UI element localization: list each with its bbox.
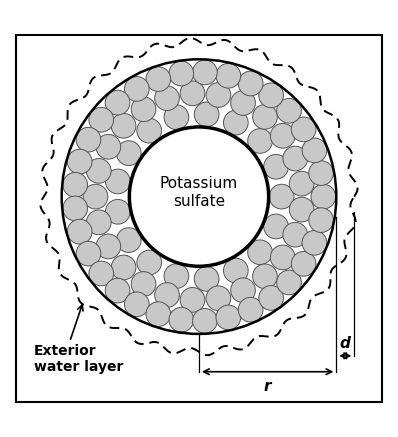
Circle shape xyxy=(129,127,269,266)
Circle shape xyxy=(137,118,162,143)
Circle shape xyxy=(137,250,162,275)
Circle shape xyxy=(83,184,108,209)
Circle shape xyxy=(194,102,219,127)
Circle shape xyxy=(216,305,241,330)
Circle shape xyxy=(86,159,111,183)
Text: r: r xyxy=(264,379,271,394)
Circle shape xyxy=(309,208,334,232)
Circle shape xyxy=(259,285,283,310)
Circle shape xyxy=(169,307,194,332)
Circle shape xyxy=(216,63,241,88)
Circle shape xyxy=(270,123,295,148)
Circle shape xyxy=(96,234,121,259)
Circle shape xyxy=(105,169,130,194)
Circle shape xyxy=(302,230,327,255)
Circle shape xyxy=(283,222,308,247)
Circle shape xyxy=(67,149,92,174)
Circle shape xyxy=(76,127,101,152)
Circle shape xyxy=(253,104,277,129)
Circle shape xyxy=(206,286,231,311)
Circle shape xyxy=(86,210,111,235)
Circle shape xyxy=(238,298,263,322)
Circle shape xyxy=(131,97,156,121)
Circle shape xyxy=(289,171,314,196)
Circle shape xyxy=(111,255,136,280)
Circle shape xyxy=(289,197,314,222)
Circle shape xyxy=(259,83,283,108)
Circle shape xyxy=(231,278,256,302)
Circle shape xyxy=(89,261,113,286)
Circle shape xyxy=(277,270,301,295)
Circle shape xyxy=(155,86,179,111)
Circle shape xyxy=(193,309,217,333)
Circle shape xyxy=(269,184,294,209)
Circle shape xyxy=(146,67,171,91)
Circle shape xyxy=(105,199,130,224)
Circle shape xyxy=(164,105,189,129)
Circle shape xyxy=(302,138,327,163)
Circle shape xyxy=(164,264,189,288)
Circle shape xyxy=(117,141,141,166)
Circle shape xyxy=(311,184,336,209)
Circle shape xyxy=(105,90,130,115)
Circle shape xyxy=(270,245,295,270)
Text: Potassium
sulfate: Potassium sulfate xyxy=(160,177,238,209)
Circle shape xyxy=(238,71,263,96)
Circle shape xyxy=(63,173,88,197)
Circle shape xyxy=(169,61,194,86)
Circle shape xyxy=(264,154,289,179)
Circle shape xyxy=(248,128,272,153)
Circle shape xyxy=(76,241,101,266)
Circle shape xyxy=(105,278,130,303)
Circle shape xyxy=(194,267,219,291)
Circle shape xyxy=(180,288,205,312)
Text: d: d xyxy=(340,336,351,351)
Text: Exterior
water layer: Exterior water layer xyxy=(34,344,123,374)
Circle shape xyxy=(180,81,205,106)
Circle shape xyxy=(117,228,141,253)
Circle shape xyxy=(248,240,272,264)
Circle shape xyxy=(63,196,88,221)
Circle shape xyxy=(309,161,334,185)
Circle shape xyxy=(231,90,256,115)
Circle shape xyxy=(277,98,301,123)
Circle shape xyxy=(96,135,121,159)
Circle shape xyxy=(111,114,136,138)
Circle shape xyxy=(131,272,156,296)
Circle shape xyxy=(89,108,113,132)
Circle shape xyxy=(155,283,179,307)
Circle shape xyxy=(253,264,277,289)
Circle shape xyxy=(291,252,316,276)
Circle shape xyxy=(67,219,92,244)
Circle shape xyxy=(146,302,171,326)
Circle shape xyxy=(224,110,248,135)
Circle shape xyxy=(224,258,248,283)
Circle shape xyxy=(264,214,289,239)
Circle shape xyxy=(125,76,149,101)
Circle shape xyxy=(125,292,149,317)
Circle shape xyxy=(291,117,316,142)
Circle shape xyxy=(206,83,231,108)
Circle shape xyxy=(283,146,308,171)
Circle shape xyxy=(193,60,217,85)
